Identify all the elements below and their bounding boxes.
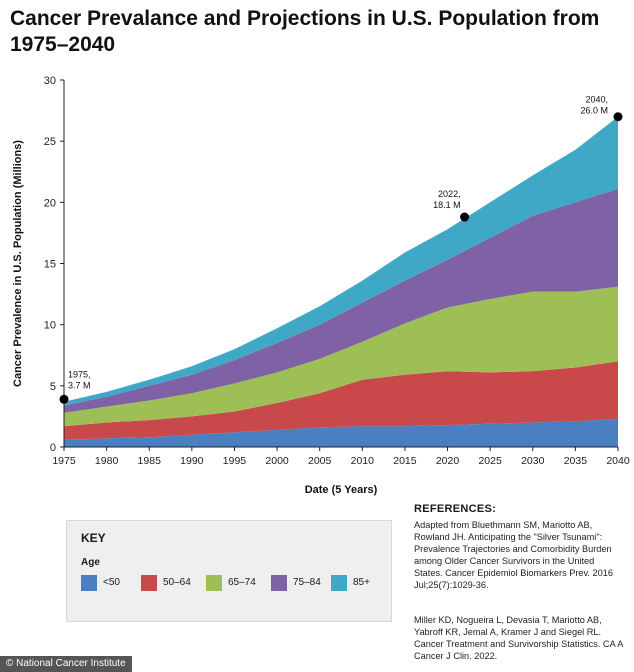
page-title: Cancer Prevalance and Projections in U.S… — [10, 7, 600, 56]
x-tick-label: 1995 — [223, 455, 247, 467]
y-tick-label: 25 — [44, 136, 56, 148]
legend-swatch — [141, 575, 157, 591]
y-tick-label: 20 — [44, 197, 56, 209]
area-series-1 — [64, 418, 618, 447]
y-axis-title: Cancer Prevalence in U.S. Population (Mi… — [12, 140, 24, 387]
y-tick-label: 30 — [44, 75, 56, 87]
annotation-label-3: 26.0 M — [580, 106, 608, 116]
x-tick-label: 2020 — [436, 455, 460, 467]
y-tick-label: 10 — [44, 320, 56, 332]
area-series-4 — [64, 188, 618, 413]
x-tick-label: 1980 — [95, 455, 119, 467]
key-subtitle: Age — [81, 557, 100, 568]
area-series-2 — [64, 361, 618, 440]
legend-key: KEY Age <50 50–64 65–74 75–84 85+ — [66, 520, 392, 622]
x-axis-title: Date (5 Years) — [305, 484, 378, 496]
annotation-label-1: 1975, — [68, 369, 91, 379]
legend-swatch — [271, 575, 287, 591]
legend-label: <50 — [103, 577, 120, 588]
x-tick-label: 1975 — [52, 455, 76, 467]
references-heading: REFERENCES: — [414, 503, 497, 515]
reference-2: Miller KD, Nogueira L, Devasia T, Mariot… — [414, 615, 623, 661]
annotation-label-1: 3.7 M — [68, 380, 91, 390]
credit-badge: © National Cancer Institute — [0, 656, 132, 672]
legend-label: 75–84 — [293, 577, 321, 588]
legend-label: 85+ — [353, 577, 370, 588]
x-tick-label: 2015 — [393, 455, 417, 467]
legend-swatch — [206, 575, 222, 591]
y-tick-label: 15 — [44, 259, 56, 271]
x-tick-label: 2005 — [308, 455, 332, 467]
x-tick-label: 2025 — [478, 455, 502, 467]
legend-swatch — [81, 575, 97, 591]
key-title: KEY — [81, 531, 106, 545]
legend-items: <50 50–64 65–74 75–84 85+ — [81, 575, 381, 593]
x-tick-label: 2030 — [521, 455, 545, 467]
x-tick-label: 2000 — [265, 455, 289, 467]
x-tick-label: 2040 — [606, 455, 630, 467]
annotation-label-2: 18.1 M — [433, 200, 461, 210]
legend-swatch — [331, 575, 347, 591]
annotation-label-3: 2040, — [585, 95, 608, 105]
y-tick-label: 0 — [50, 442, 56, 454]
annotation-label-2: 2022, — [438, 189, 461, 199]
y-tick-label: 5 — [50, 381, 56, 393]
annotation-point-3 — [613, 112, 623, 122]
x-tick-label: 1985 — [138, 455, 162, 467]
annotation-point-1 — [59, 394, 69, 404]
x-tick-label: 2035 — [564, 455, 588, 467]
x-tick-label: 2010 — [351, 455, 375, 467]
area-series-3 — [64, 286, 618, 427]
x-tick-label: 1990 — [180, 455, 204, 467]
reference-1: Adapted from Bluethmann SM, Mariotto AB,… — [414, 520, 613, 590]
annotation-point-2 — [460, 212, 470, 222]
legend-label: 65–74 — [228, 577, 256, 588]
legend-label: 50–64 — [163, 577, 191, 588]
